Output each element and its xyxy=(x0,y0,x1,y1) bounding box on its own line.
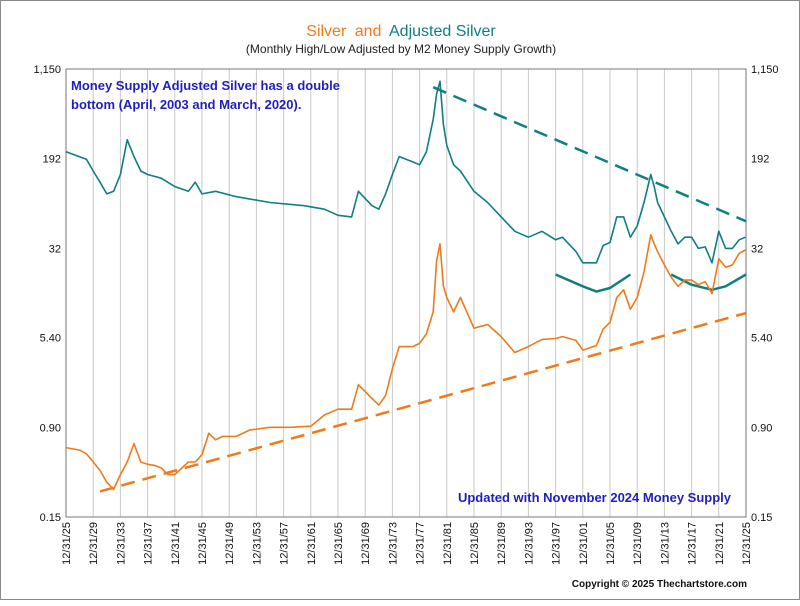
y-tick-label-left: 0.15 xyxy=(40,512,61,524)
x-tick-label: 12/31/41 xyxy=(170,522,182,565)
x-tick-label: 12/31/65 xyxy=(333,522,345,565)
x-tick-label: 12/31/21 xyxy=(714,522,726,565)
y-tick-label-left: 0.90 xyxy=(40,422,61,434)
y-tick-label-left: 192 xyxy=(43,154,61,166)
series xyxy=(65,80,746,491)
x-tick-label: 12/31/01 xyxy=(578,522,590,565)
x-tick-label: 12/31/45 xyxy=(197,522,209,565)
x-tick-label: 12/31/17 xyxy=(687,522,699,565)
x-tick-label: 12/31/09 xyxy=(632,522,644,565)
y-tick-label-right: 5.40 xyxy=(751,333,772,345)
title-adjusted: Adjusted Silver xyxy=(389,23,496,40)
x-tick-label: 12/31/97 xyxy=(551,522,563,565)
plot-area-border xyxy=(65,68,747,518)
chart-subtitle: (Monthly High/Low Adjusted by M2 Money S… xyxy=(246,42,556,56)
y-tick-labels: 1,150 1,150 192 192 32 32 5.40 5.40 0.90 0.90 0.15… xyxy=(33,64,778,524)
x-tick-label: 12/31/25 xyxy=(61,522,73,565)
x-tick-label: 12/31/89 xyxy=(496,522,508,565)
title-and: and xyxy=(355,23,382,40)
y-tick-label-left: 1,150 xyxy=(33,64,61,76)
grid xyxy=(65,69,747,517)
x-tick-label: 12/31/77 xyxy=(415,522,427,565)
x-tick-label: 12/31/05 xyxy=(605,522,617,565)
annotation-updated: Updated with November 2024 Money Supply xyxy=(458,490,732,505)
y-tick-label-right: 192 xyxy=(751,154,769,166)
x-tick-label: 12/31/53 xyxy=(251,522,263,565)
trend-lines xyxy=(99,86,747,493)
x-tick-label: 12/31/69 xyxy=(360,522,372,565)
series-line-adjusted-silver xyxy=(65,80,746,264)
x-tick-label: 12/31/25 xyxy=(741,522,753,565)
x-tick-label: 12/31/81 xyxy=(442,522,454,565)
x-tick-label: 12/31/33 xyxy=(115,522,127,565)
x-tick-labels: 12/31/25 12/31/29 12/31/33 12/31/37 12/31/41… xyxy=(61,522,753,565)
x-tick-label: 12/31/49 xyxy=(224,522,236,565)
y-tick-label-left: 5.40 xyxy=(40,333,61,345)
x-tick-label: 12/31/73 xyxy=(387,522,399,565)
y-tick-label-right: 32 xyxy=(751,243,763,255)
y-tick-label-right: 1,150 xyxy=(751,64,779,76)
series-line-silver xyxy=(65,234,746,491)
y-tick-label-right: 0.90 xyxy=(751,422,772,434)
y-tick-label-left: 32 xyxy=(49,243,61,255)
y-tick-label-right: 0.15 xyxy=(751,512,772,524)
chart-title: Silver and Adjusted Silver xyxy=(306,23,496,40)
x-tick-label: 12/31/13 xyxy=(659,522,671,565)
x-tick-label: 12/31/29 xyxy=(88,522,100,565)
annotation-note-line2: bottom (April, 2003 and March, 2020). xyxy=(71,97,301,112)
x-tick-label: 12/31/37 xyxy=(143,522,155,565)
copyright: Copyright © 2025 Thechartstore.com xyxy=(572,579,747,590)
trend-line-support xyxy=(99,311,747,493)
x-tick-label: 12/31/61 xyxy=(306,522,318,565)
x-tick-label: 12/31/93 xyxy=(523,522,535,565)
annotation-note: Money Supply Adjusted Silver has a doubl… xyxy=(71,78,344,112)
double-bottom-arc xyxy=(555,273,632,293)
title-silver: Silver xyxy=(306,23,347,40)
x-tick-label: 12/31/85 xyxy=(469,522,481,565)
trend-line-resistance xyxy=(432,86,747,223)
x-tick-label: 12/31/57 xyxy=(279,522,291,565)
annotation-note-line1: Money Supply Adjusted Silver has a doubl… xyxy=(71,78,340,93)
